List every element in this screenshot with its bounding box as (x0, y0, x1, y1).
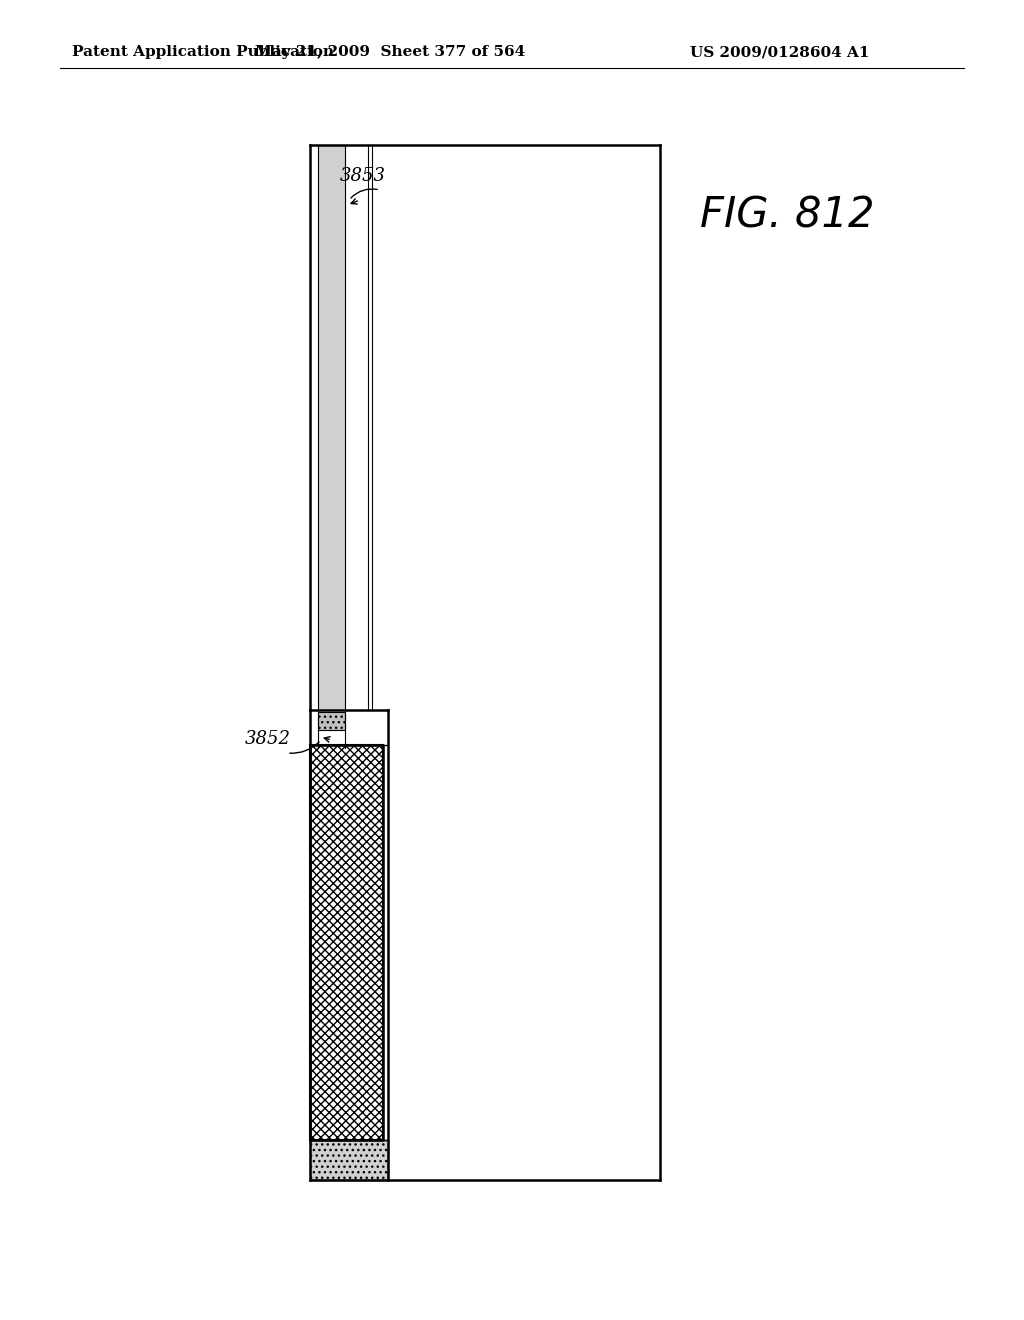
Text: 3853: 3853 (340, 168, 386, 185)
Bar (318, 145, 345, 710)
Text: FIG. 812: FIG. 812 (700, 194, 874, 236)
Text: US 2009/0128604 A1: US 2009/0128604 A1 (690, 45, 869, 59)
Bar (310, 1140, 388, 1180)
Bar (372, 145, 660, 710)
Text: May 21, 2009  Sheet 377 of 564: May 21, 2009 Sheet 377 of 564 (255, 45, 525, 59)
Bar (310, 744, 383, 1140)
Text: 3852: 3852 (245, 730, 291, 748)
Bar (388, 710, 660, 1180)
Text: Patent Application Publication: Patent Application Publication (72, 45, 334, 59)
Bar (345, 145, 372, 710)
Bar (318, 711, 345, 730)
